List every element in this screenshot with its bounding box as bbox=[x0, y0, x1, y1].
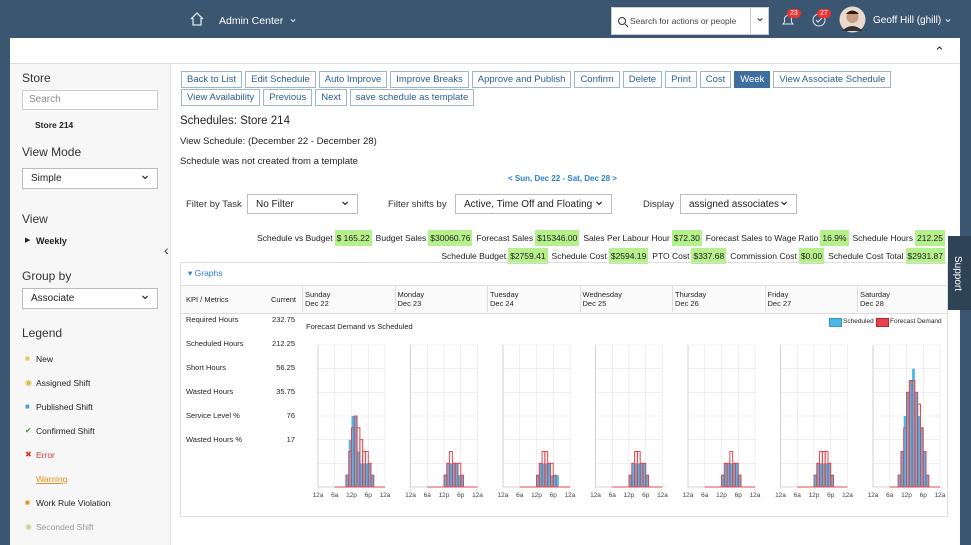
x-tick-label: 12p bbox=[439, 492, 450, 499]
x-tick-label: 6p bbox=[735, 492, 743, 499]
x-tick-label: 12a bbox=[775, 492, 786, 499]
x-tick-label: 12a bbox=[935, 492, 946, 499]
x-tick-label: 12p bbox=[346, 492, 357, 499]
x-tick-label: 12a bbox=[498, 492, 509, 499]
x-tick-label: 12p bbox=[809, 492, 820, 499]
x-tick-label: 12a bbox=[842, 492, 853, 499]
support-label[interactable]: Support bbox=[952, 256, 963, 291]
x-tick-label: 6p bbox=[457, 492, 465, 499]
x-tick-label: 12p bbox=[624, 492, 635, 499]
x-tick-label: 6a bbox=[794, 492, 802, 499]
x-tick-label: 12p bbox=[531, 492, 542, 499]
x-tick-label: 12a bbox=[565, 492, 576, 499]
x-tick-label: 6p bbox=[827, 492, 835, 499]
x-tick-label: 12a bbox=[657, 492, 668, 499]
x-tick-label: 12a bbox=[472, 492, 483, 499]
x-tick-label: 6a bbox=[424, 492, 432, 499]
x-tick-label: 6a bbox=[701, 492, 709, 499]
x-tick-label: 12p bbox=[901, 492, 912, 499]
x-tick-label: 6a bbox=[886, 492, 894, 499]
x-tick-label: 12a bbox=[868, 492, 879, 499]
x-tick-label: 12a bbox=[683, 492, 694, 499]
support-tab[interactable]: Support bbox=[948, 236, 971, 310]
x-tick-label: 6p bbox=[365, 492, 373, 499]
x-tick-label: 12a bbox=[380, 492, 391, 499]
x-tick-label: 12a bbox=[313, 492, 324, 499]
x-tick-label: 12a bbox=[750, 492, 761, 499]
x-tick-label: 6p bbox=[550, 492, 558, 499]
x-tick-label: 12p bbox=[716, 492, 727, 499]
x-tick-label: 6p bbox=[642, 492, 650, 499]
x-tick-label: 6a bbox=[516, 492, 524, 499]
x-tick-label: 6a bbox=[609, 492, 617, 499]
x-tick-label: 6p bbox=[920, 492, 928, 499]
x-tick-label: 6a bbox=[331, 492, 339, 499]
x-tick-label: 12a bbox=[405, 492, 416, 499]
x-tick-label: 12a bbox=[590, 492, 601, 499]
